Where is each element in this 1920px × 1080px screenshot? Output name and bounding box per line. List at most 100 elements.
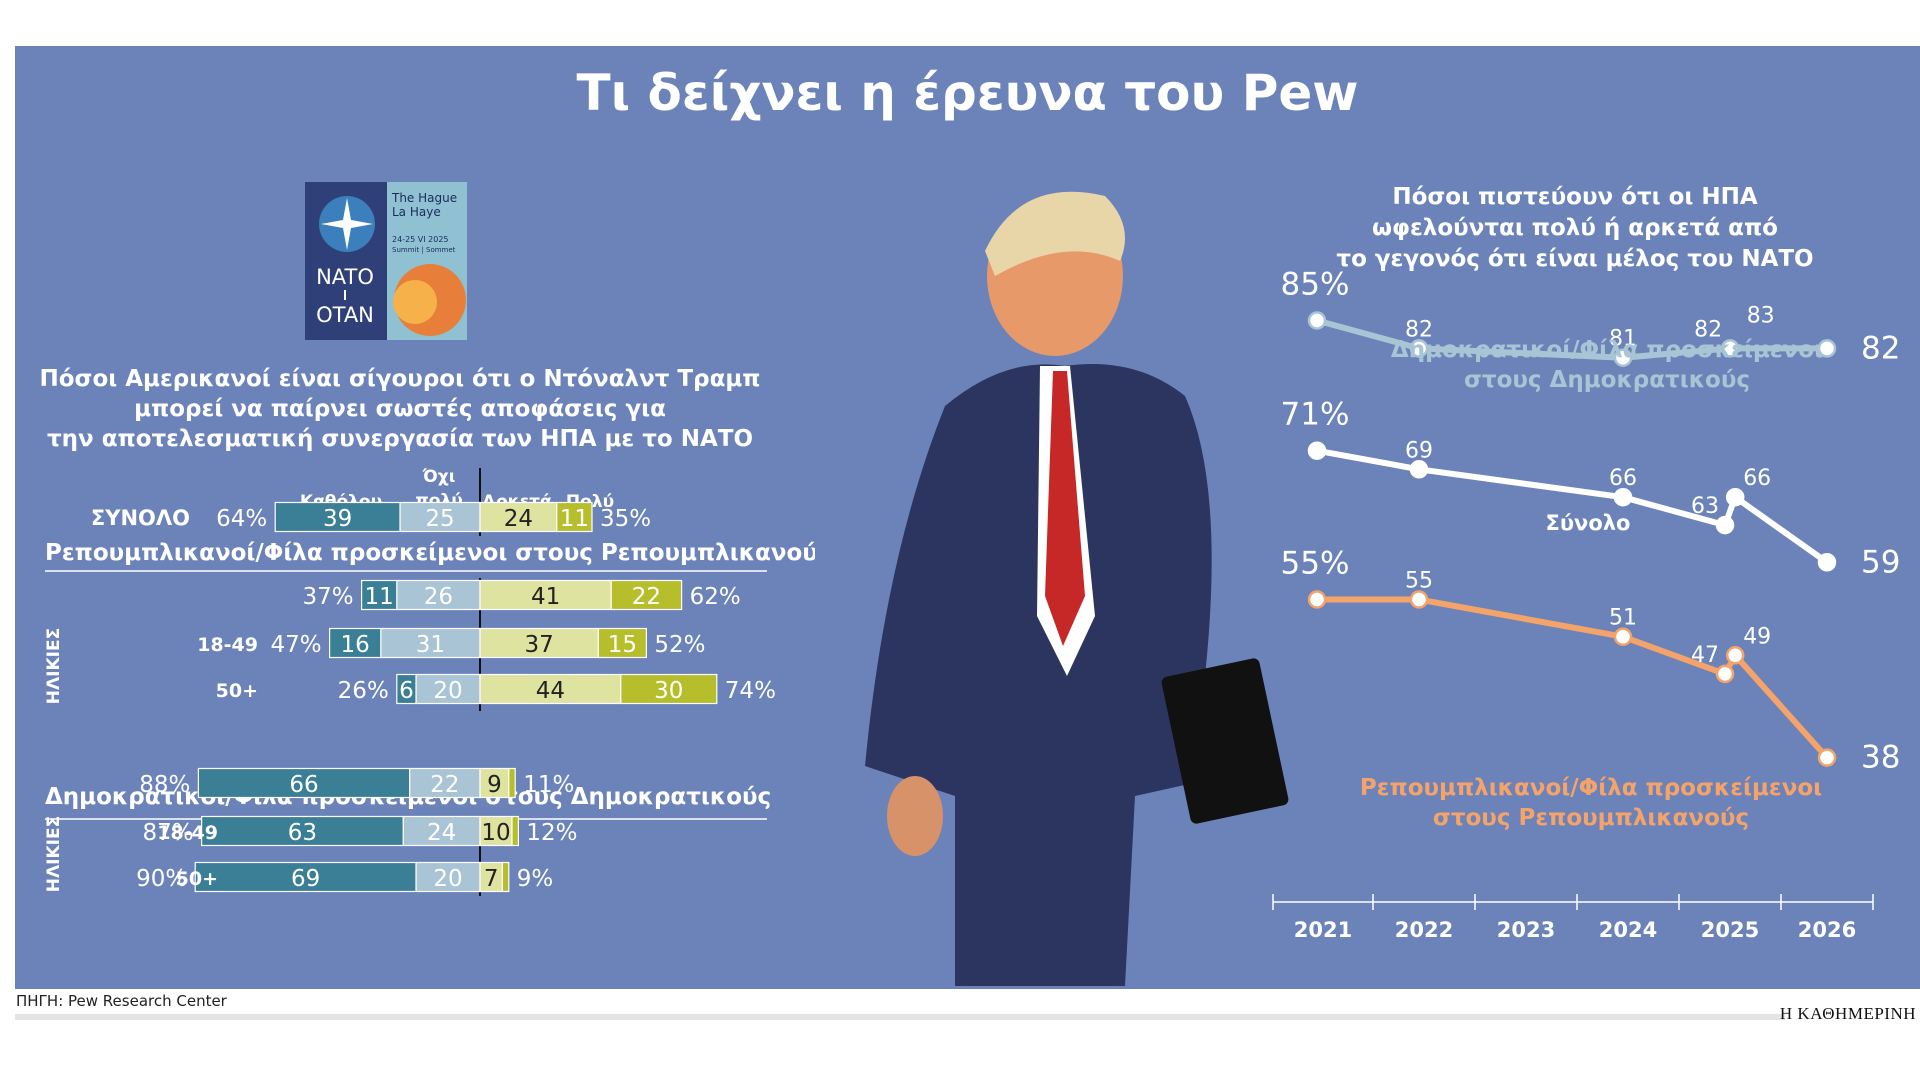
series-point (1817, 553, 1837, 572)
series-point (1307, 441, 1327, 460)
bar-value-label: 20 (433, 678, 462, 704)
neg-total-label: 90% (136, 866, 187, 892)
neg-total-label: 47% (270, 632, 321, 658)
bar-segment (415, 673, 481, 705)
point-label: 55% (1281, 546, 1350, 582)
series-point (1409, 460, 1429, 479)
series-name-label: Δημοκρατικοί/Φίλα προσκείμενοι (1391, 337, 1823, 363)
bar-segment (274, 501, 401, 533)
bar-segment (479, 815, 513, 847)
row-label: 50+ (176, 868, 218, 890)
page-title: Τι δείχνει η έρευνα του Pew (576, 64, 1359, 122)
brand-logo-text: Η ΚΑΘΗΜΕΡΙΝΗ (1779, 1004, 1916, 1023)
point-label: 55 (1405, 569, 1433, 594)
bar-segment (197, 767, 411, 799)
series-name-label: στους Δημοκρατικούς (1464, 367, 1750, 393)
bar-value-label: 9 (487, 772, 502, 798)
point-label: 66 (1609, 466, 1637, 491)
bar-segment (201, 815, 404, 847)
series-point (1725, 646, 1745, 665)
series-point (1817, 339, 1837, 358)
series-point (1817, 748, 1837, 767)
bar-segment (511, 815, 520, 847)
pos-total-label: 62% (690, 584, 741, 610)
bar-chart-title-line: Πόσοι Αμερικανοί είναι σίγουροι ότι ο Ντ… (39, 366, 760, 392)
bar-segment (479, 501, 558, 533)
series-point (1613, 627, 1633, 646)
bar-value-label: 15 (608, 632, 637, 658)
photo-illustration (865, 191, 1289, 986)
bar-segment (399, 501, 481, 533)
bar-segment (396, 673, 417, 705)
bar-segment (402, 815, 481, 847)
point-label: 69 (1405, 438, 1433, 463)
bar-value-label: 22 (430, 772, 459, 798)
line-chart-title-line: Πόσοι πιστεύουν ότι οι ΗΠΑ (1392, 184, 1758, 210)
bar-value-label: 10 (481, 820, 510, 846)
row-label: 50+ (216, 680, 258, 702)
line-chart-title-line: το γεγονός ότι είναι μέλος του ΝΑΤΟ (1336, 246, 1813, 272)
neg-total-label: 87% (142, 820, 193, 846)
bar-segment (508, 767, 516, 799)
series-name-label: Ρεπουμπλικανοί/Φίλα προσκείμενοι (1360, 775, 1822, 801)
age-axis-label: ΗΛΙΚΙΕΣ (44, 628, 64, 704)
x-tick-label: 2024 (1599, 918, 1657, 942)
nato-summit-logo: The Hague La Haye 24-25 VI 2025 Summit |… (305, 182, 467, 340)
pos-total-label: 12% (526, 820, 577, 846)
pos-total-label: 35% (600, 506, 651, 532)
bar-value-label: 30 (654, 678, 683, 704)
bar-segment (479, 579, 612, 611)
point-label: 82 (1405, 317, 1433, 342)
bar-value-label: 26 (424, 584, 453, 610)
point-label: 59 (1861, 544, 1900, 580)
bar-segment (479, 673, 622, 705)
logo-sub: Summit | Sommet (392, 246, 456, 254)
pos-total-label: 11% (523, 772, 574, 798)
bar-segment (501, 861, 510, 893)
series-point (1725, 487, 1745, 507)
point-label: 47 (1691, 643, 1719, 668)
bar-value-label: 7 (484, 866, 499, 892)
point-label: 63 (1691, 494, 1719, 519)
row-label: ΣΥΝΟΛΟ (91, 506, 190, 530)
series-point (1613, 487, 1633, 507)
logo-line1: The Hague (391, 191, 457, 205)
pos-total-label: 52% (654, 632, 705, 658)
neg-total-label: 88% (139, 772, 190, 798)
bar-value-label: 20 (433, 866, 462, 892)
pos-total-label: 9% (517, 866, 554, 892)
age-axis-label: ΗΛΙΚΙΕΣ (44, 816, 64, 892)
series-point (1307, 590, 1327, 609)
bar-value-label: 39 (323, 506, 352, 532)
bar-value-label: 41 (531, 584, 560, 610)
bar-chart-title-line: την αποτελεσματική συνεργασία των ΗΠΑ με… (47, 426, 753, 452)
neg-total-label: 37% (302, 584, 353, 610)
bar-value-label: 11 (560, 506, 589, 532)
neg-total-label: 26% (338, 678, 389, 704)
point-label: 82 (1694, 317, 1722, 342)
point-label: 71% (1281, 397, 1350, 433)
bar-segment (479, 767, 510, 799)
series-name-label: στους Ρεπουμπλικανούς (1433, 805, 1749, 831)
line-chart: Πόσοι πιστεύουν ότι οι ΗΠΑ ωφελούνται πολ… (1272, 184, 1900, 942)
neg-total-label: 64% (216, 506, 267, 532)
line-chart-title-line: ωφελούνται πολύ ή αρκετά από (1372, 215, 1778, 241)
x-tick-label: 2023 (1497, 918, 1555, 942)
bar-segment (620, 673, 718, 705)
point-label: 51 (1609, 606, 1637, 631)
bar-value-label: 37 (525, 632, 554, 658)
series-point (1715, 664, 1735, 684)
series-point (1409, 339, 1429, 358)
bar-value-label: 16 (341, 632, 370, 658)
point-label: 85% (1281, 267, 1350, 303)
bar-value-label: 66 (289, 772, 318, 798)
diverging-bar-chart: Πόσοι Αμερικανοί είναι σίγουροι ότι ο Ντ… (39, 366, 815, 896)
bar-segment (194, 861, 417, 893)
bar-segment (556, 501, 593, 533)
pos-total-label: 74% (725, 678, 776, 704)
bar-value-label: 11 (365, 584, 394, 610)
bar-segment (597, 627, 648, 659)
series-point (1307, 311, 1327, 330)
bar-value-label: 31 (416, 632, 445, 658)
bar-segment (415, 861, 481, 893)
